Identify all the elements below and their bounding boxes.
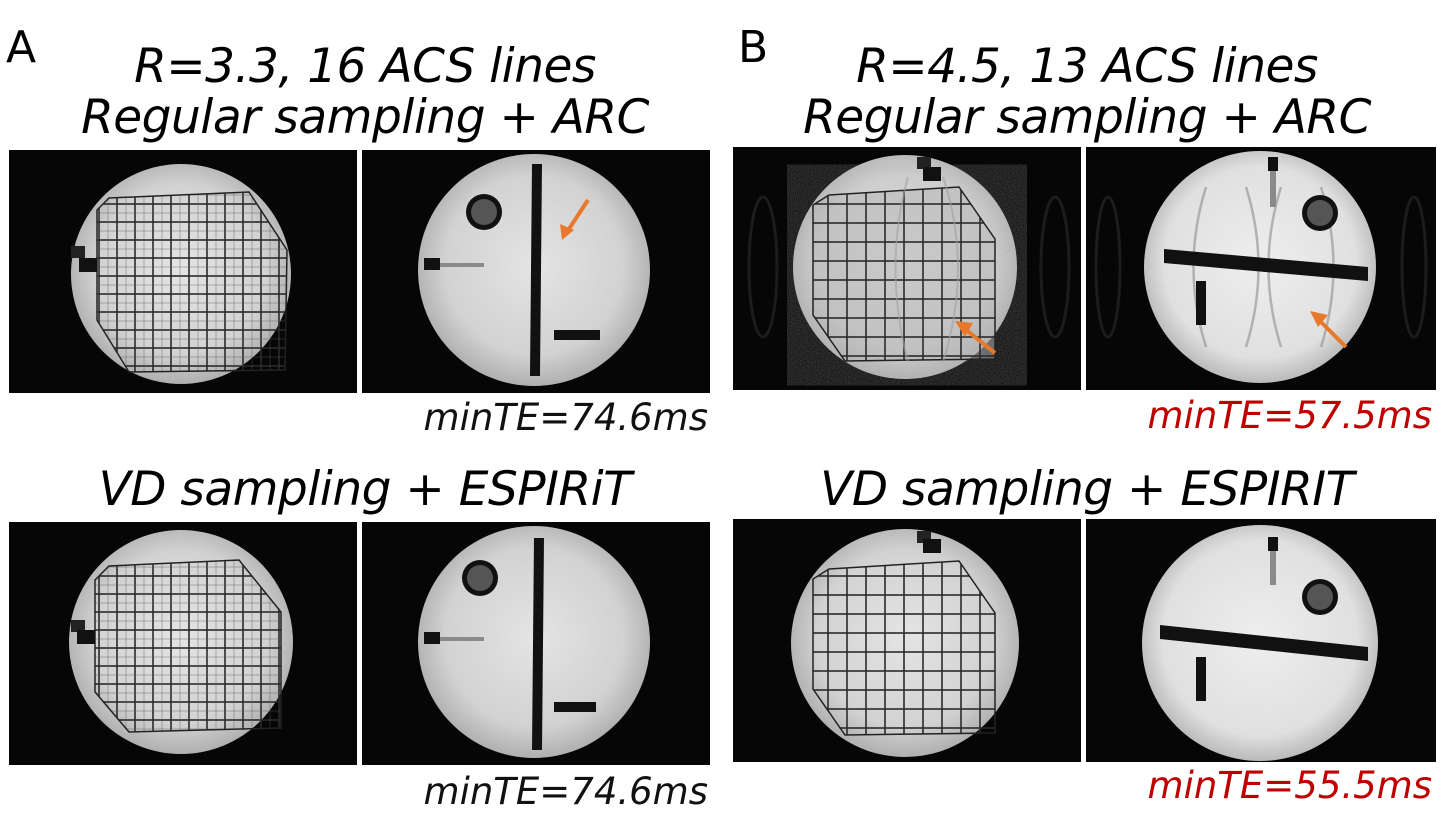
panel-b-title-line1: R=4.5, 13 ACS lines bbox=[856, 39, 1318, 94]
panel-a-bottom-left-image bbox=[9, 522, 357, 765]
panel-b-te-top: minTE=57.5ms bbox=[1147, 394, 1432, 437]
panel-a-bottom-right-image bbox=[362, 522, 710, 765]
panel-b-row2-title: VD sampling + ESPIRIT bbox=[820, 462, 1354, 517]
panel-b-top-right-image bbox=[1086, 147, 1436, 390]
panel-a-row2-title: VD sampling + ESPIRiT bbox=[98, 462, 632, 517]
panel-a-title-line1: R=3.3, 16 ACS lines bbox=[134, 39, 596, 94]
panel-a-letter: A bbox=[6, 22, 37, 73]
panel-a-te-top: minTE=74.6ms bbox=[423, 396, 708, 439]
panel-a-te-bottom: minTE=74.6ms bbox=[423, 770, 708, 813]
panel-a-top-right-image bbox=[362, 150, 710, 393]
arrow-icon bbox=[955, 321, 997, 355]
panel-b-te-bottom: minTE=55.5ms bbox=[1147, 764, 1432, 807]
arrow-icon bbox=[1310, 311, 1348, 349]
panel-a-top-left-image bbox=[9, 150, 357, 393]
panel-b-top-left-image bbox=[733, 147, 1081, 390]
panel-b-bottom-left-image bbox=[733, 519, 1081, 762]
panel-b-letter: B bbox=[738, 22, 769, 73]
panel-b-bottom-right-image bbox=[1086, 519, 1436, 762]
panel-a-title-line2: Regular sampling + ARC bbox=[81, 90, 649, 145]
panel-b-title-line2: Regular sampling + ARC bbox=[803, 90, 1371, 145]
arrow-icon bbox=[560, 198, 590, 240]
